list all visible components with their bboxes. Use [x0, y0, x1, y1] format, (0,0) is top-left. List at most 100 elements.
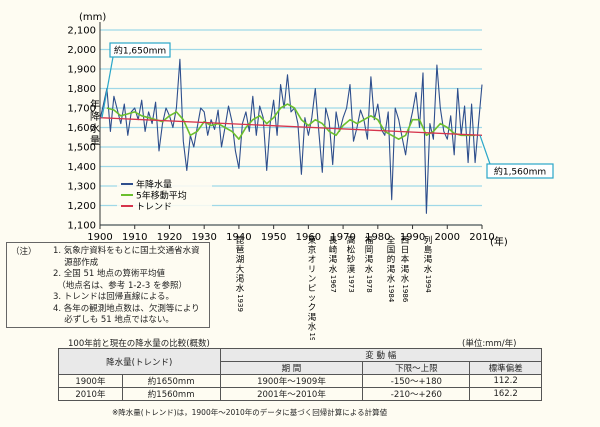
- y-tick-label: 1,700: [67, 104, 96, 115]
- precipitation-chart: 1,100 1,200 1,300 1,400 1,500 1,600 1,700 1,800…: [67, 12, 554, 340]
- table-cell: 162.2: [469, 387, 542, 401]
- legend-label: トレンド: [136, 203, 172, 213]
- y-tick-label: 1,400: [67, 162, 96, 173]
- table-cell: 2001年～2010年: [219, 387, 364, 401]
- drought-event-year: 1986: [401, 284, 409, 302]
- y-tick-label: 2,100: [67, 26, 96, 37]
- drought-event-name: 高松砂漠: [347, 235, 356, 275]
- drought-event-year: 1984: [387, 284, 395, 302]
- table-cell: 1900年～1909年: [219, 374, 364, 388]
- x-tick-label: 2010: [469, 232, 494, 243]
- table-cell: -210～+260: [362, 387, 471, 401]
- callout-start-text: 約1,650mm: [114, 45, 166, 57]
- callout-start-leader: [101, 56, 114, 118]
- drought-event-name: 東京オリンピック渇水: [308, 235, 317, 332]
- drought-event-year: 1964: [308, 332, 316, 340]
- series-annual-line: [99, 58, 483, 214]
- notes-head: （注）: [11, 247, 37, 257]
- notes-list: 1. 気象庁資料をもとに国土交通省水資 源部作成 2. 全国 51 地点の算術平均…: [11, 246, 205, 327]
- header-range: 下限～上限: [362, 361, 471, 375]
- axes: 1,100 1,200 1,300 1,400 1,500 1,600 1,700 1,800…: [67, 22, 495, 243]
- x-tick-label: 1920: [157, 232, 182, 243]
- y-tick-label: 1,800: [67, 84, 96, 95]
- drought-event-year: 1994: [424, 275, 432, 293]
- drought-event-name: 琵琶湖大渇水: [236, 236, 245, 294]
- y-tick-label: 1,600: [67, 123, 96, 134]
- y-tick-label: 1,300: [67, 182, 96, 193]
- x-tick-label: 1960: [296, 232, 321, 243]
- x-tick-label: 1930: [191, 232, 216, 243]
- x-tick-label: 1950: [261, 232, 286, 243]
- y-tick-label: 1,200: [67, 201, 96, 212]
- table-cell: -150～+180: [362, 374, 471, 388]
- drought-event-name: 福岡渇水: [365, 235, 374, 275]
- header-variation: 変 動 幅: [219, 348, 542, 362]
- table-row: 2010年 約1560mm 2001年～2010年 -210～+260 162.…: [58, 387, 542, 401]
- comparison-table: 降水量(トレンド) 変 動 幅 期 間 下限～上限 標準偏差 1900年 約16…: [58, 348, 542, 401]
- note-item: 3. トレンドは回帰直線による。: [53, 292, 175, 302]
- note-item: （地点名は、参考 1-2-3 を参照）: [53, 280, 188, 291]
- note-item: 2. 全国 51 地点の算術平均値: [53, 269, 166, 279]
- table-row: 1900年 約1650mm 1900年～1909年 -150～+180 112.…: [58, 374, 542, 388]
- y-tick-label: 1,100: [67, 221, 96, 232]
- x-tick-label: 1980: [365, 232, 390, 243]
- callouts: 約1,650mm 約1,560mm: [101, 42, 554, 179]
- series-trend-line: [99, 117, 483, 136]
- header-stddev: 標準偏差: [469, 361, 542, 375]
- table-footnote: ※降水量(トレンド)は，1900年～2010年のデータに基づく回帰計算による計算…: [112, 408, 388, 417]
- x-tick-label: 1940: [226, 232, 251, 243]
- x-tick-label: 1910: [122, 232, 147, 243]
- drought-event-year: 1973: [347, 275, 355, 293]
- legend-label: 5年移動平均: [136, 190, 187, 202]
- table-cell: 112.2: [469, 374, 542, 388]
- table-cell: 約1560mm: [121, 387, 221, 401]
- table-cell: 2010年: [58, 387, 123, 401]
- drought-event-name: 長崎渇水: [329, 236, 338, 275]
- x-tick-label: 1990: [400, 232, 425, 243]
- drought-event-name: 西日本渇水: [401, 236, 410, 284]
- callout-end-leader: [479, 135, 491, 165]
- drought-event-year: 1967: [329, 275, 337, 293]
- drought-event-name: 全国的渇水: [387, 235, 396, 284]
- drought-event-year: 1978: [365, 275, 373, 293]
- drought-event-year: 1939: [236, 294, 244, 312]
- x-tick-label: 1970: [330, 232, 355, 243]
- note-item: 1. 気象庁資料をもとに国土交通省水資: [53, 246, 200, 256]
- x-unit-label: (年): [490, 235, 508, 248]
- note-item: 源部作成: [53, 257, 99, 268]
- callout-start-box: [109, 42, 171, 58]
- drought-event: 東京オリンピック渇水1964: [308, 235, 317, 340]
- table-subheader-row: 期 間 下限～上限 標準偏差: [59, 361, 542, 375]
- series-moving-average-line: [106, 103, 476, 140]
- y-axis-label: 年降水量: [90, 98, 100, 147]
- x-tick-label: 1900: [87, 232, 112, 243]
- y-tick-label: 2,000: [67, 45, 96, 56]
- table-unit: (単位:mm/年): [462, 339, 517, 349]
- table-header-row: 降水量(トレンド) 変 動 幅: [58, 348, 542, 375]
- header-precipitation: 降水量(トレンド): [58, 348, 221, 375]
- y-tick-label: 1,900: [67, 65, 96, 76]
- header-period: 期 間: [219, 361, 364, 375]
- table-cell: 約1650mm: [121, 374, 221, 388]
- callout-end-box: [486, 163, 554, 179]
- legend-label: 年降水量: [136, 179, 172, 191]
- drought-event-name: 列島渇水: [424, 235, 433, 275]
- note-item: 4. 各年の観測地点数は、欠測等により: [53, 303, 200, 314]
- note-item: 必ずしも 51 地点ではない。: [53, 315, 174, 325]
- chart-series: [99, 58, 483, 214]
- table-caption: 100年前と現在の降水量の比較(概数): [68, 339, 210, 349]
- y-tick-label: 1,500: [67, 143, 96, 154]
- y-unit-label: (mm): [79, 12, 106, 23]
- notes-box: （注） 1. 気象庁資料をもとに国土交通省水資 源部作成 2. 全国 51 地点の…: [6, 242, 210, 328]
- callout-end-text: 約1,560mm: [494, 166, 546, 178]
- x-tick-label: 2000: [435, 232, 460, 243]
